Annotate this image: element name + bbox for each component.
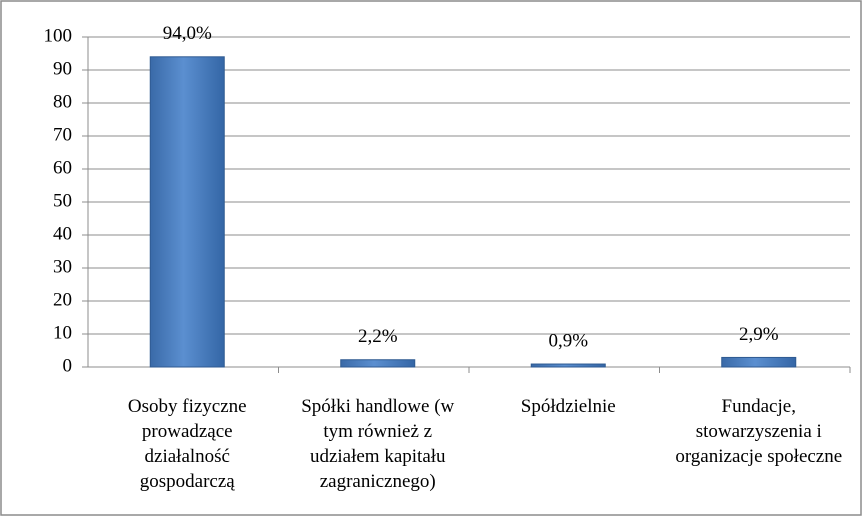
x-tick-label: Spółki handlowe (w tym również z udziałe… <box>301 396 455 492</box>
x-tick-label: Spółdzielnie <box>520 396 616 417</box>
y-tick-label: 50 <box>53 190 72 211</box>
y-tick-label: 80 <box>53 91 72 112</box>
x-tick-label: Fundacje, stowarzyszenia i organizacje s… <box>675 396 843 467</box>
value-label: 2,2% <box>358 326 398 347</box>
y-tick-label: 0 <box>63 355 73 376</box>
y-tick-label: 30 <box>53 256 72 277</box>
y-tick-label: 40 <box>53 223 72 244</box>
y-tick-label: 90 <box>53 58 72 79</box>
bar <box>530 363 606 368</box>
bar <box>340 359 416 368</box>
y-tick-label: 60 <box>53 157 72 178</box>
y-tick-label: 100 <box>44 25 73 46</box>
y-tick-label: 20 <box>53 289 72 310</box>
value-label: 94,0% <box>163 23 212 44</box>
bar <box>149 56 225 368</box>
value-label: 0,9% <box>548 330 588 351</box>
y-tick-label: 10 <box>53 322 72 343</box>
y-tick-label: 70 <box>53 124 72 145</box>
x-tick-label: Osoby fizyczne prowadzące działalność go… <box>127 396 247 492</box>
bar <box>721 356 797 368</box>
value-label: 2,9% <box>739 324 779 345</box>
